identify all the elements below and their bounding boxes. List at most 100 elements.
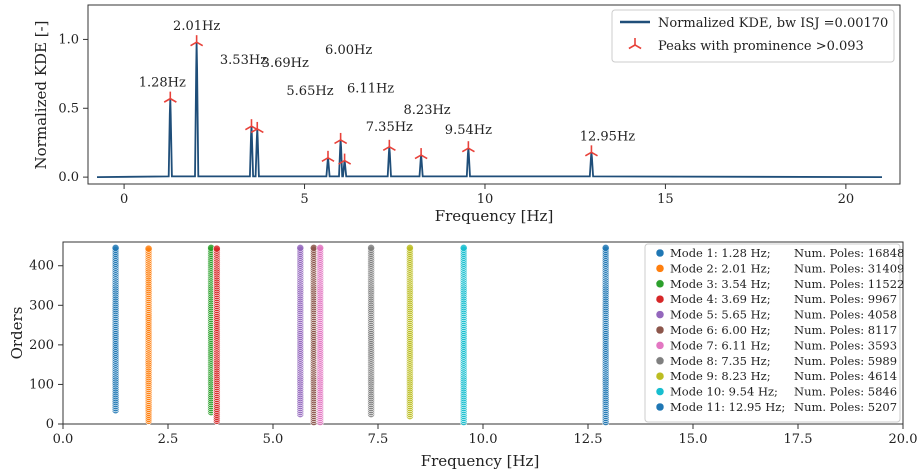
mode-series-points — [459, 243, 468, 426]
mode-series-points — [144, 244, 153, 425]
modes-legend-mode-label: Mode 3: 3.54 Hz; — [670, 277, 771, 291]
kde-x-tick-label: 0 — [120, 192, 128, 207]
kde-legend-label-kde: Normalized KDE, bw ISJ =0.00170 — [658, 16, 888, 31]
kde-x-tick-label: 10 — [477, 192, 494, 207]
kde-peak-label: 6.00Hz — [325, 43, 372, 58]
mode-series-points — [367, 243, 375, 418]
mode-point — [111, 243, 120, 252]
kde-peak-label: 3.53Hz — [220, 53, 267, 68]
mode-series-points — [601, 243, 610, 426]
kde-peak-marker — [250, 121, 264, 134]
kde-peak-markers — [163, 35, 598, 165]
kde-peak-marker — [321, 150, 335, 163]
mode-series-points — [111, 243, 120, 415]
modes-legend-swatch — [655, 387, 665, 396]
modes-x-axis-label: Frequency [Hz] — [421, 452, 540, 470]
kde-y-axis-label: Normalized KDE [-] — [32, 21, 50, 170]
modes-legend-poles-label: Num. Poles: 8117 — [794, 323, 897, 337]
kde-peak-marker — [163, 91, 177, 103]
kde-legend-label-peaks: Peaks with prominence >0.093 — [658, 39, 864, 54]
modes-x-tick-label: 7.5 — [368, 432, 389, 447]
mode-point — [316, 243, 325, 252]
kde-y-tick-label: 0.5 — [58, 101, 79, 116]
modes-scatter-points — [111, 243, 610, 426]
modes-legend-mode-label: Mode 9: 8.23 Hz; — [670, 369, 771, 383]
kde-peak-label: 3.69Hz — [262, 56, 309, 71]
modes-y-tick-label: 300 — [29, 298, 54, 313]
kde-legend-box — [611, 9, 895, 63]
modes-y-tick-label: 0 — [46, 417, 54, 432]
modes-legend-mode-label: Mode 6: 6.00 Hz; — [670, 323, 771, 337]
modes-legend-mode-label: Mode 4: 3.69 Hz; — [670, 292, 771, 306]
modes-legend-poles-label: Num. Poles: 4058 — [794, 308, 897, 322]
kde-peak-label: 9.54Hz — [445, 123, 492, 138]
modes-x-tick-label: 15.0 — [679, 432, 708, 447]
mode-point — [212, 244, 221, 253]
modes-legend-swatch — [655, 371, 665, 381]
modes-legend-poles-label: Num. Poles: 5846 — [794, 385, 897, 399]
kde-peak-marker — [382, 139, 396, 152]
mode-point — [405, 243, 414, 252]
mode-point — [601, 243, 610, 252]
kde-x-tick-label: 20 — [838, 192, 855, 207]
modes-legend-swatch — [655, 248, 665, 258]
modes-legend-poles-label: Num. Poles: 16848 — [794, 246, 904, 260]
kde-x-axis-label: Frequency [Hz] — [435, 207, 554, 225]
kde-y-ticks: 0.0 0.5 1.0 — [58, 32, 88, 185]
modes-legend-poles-label: Num. Poles: 11522 — [794, 277, 904, 291]
kde-peak-marker — [190, 35, 204, 47]
mode-point — [296, 243, 305, 252]
kde-x-ticks: 0 5 10 15 20 — [120, 184, 854, 207]
modes-x-tick-label: 20.0 — [889, 432, 917, 447]
modes-legend-swatch — [655, 341, 665, 350]
kde-x-tick-label: 15 — [657, 192, 674, 207]
modes-x-ticks: 0.0 2.5 5.0 7.5 10.0 12.5 15.0 17.5 20.0 — [53, 424, 917, 447]
kde-legend-peak-swatch — [628, 38, 642, 50]
modes-legend-poles-label: Num. Poles: 4614 — [794, 369, 897, 383]
modes-legend-mode-label: Mode 8: 7.35 Hz; — [670, 354, 771, 368]
modes-legend-swatch — [655, 325, 665, 335]
modes-x-tick-label: 2.5 — [158, 432, 179, 447]
modes-chart: 0.0 2.5 5.0 7.5 10.0 12.5 15.0 17.5 20.0 0 100 200… — [8, 241, 917, 470]
mode-point — [367, 243, 375, 252]
kde-peak-marker — [584, 145, 598, 157]
modes-legend-mode-label: Mode 11: 12.95 Hz; — [670, 400, 785, 414]
kde-peak-label: 8.23Hz — [404, 103, 451, 118]
modes-legend-poles-label: Num. Poles: 31409 — [794, 261, 904, 275]
kde-peak-marker — [338, 153, 352, 165]
modes-legend-poles-label: Num. Poles: 5989 — [794, 354, 897, 368]
modes-legend-swatch — [655, 310, 665, 319]
modes-legend-mode-label: Mode 2: 2.01 Hz; — [670, 261, 771, 275]
mode-point — [459, 243, 468, 252]
kde-peak-label: 5.65Hz — [286, 84, 333, 99]
kde-peak-label: 1.28Hz — [139, 76, 186, 91]
modes-legend-swatch — [655, 356, 665, 366]
modes-y-tick-label: 400 — [29, 259, 54, 274]
kde-x-tick-label: 5 — [300, 192, 308, 207]
kde-chart: 0 5 10 15 20 0.0 0.5 1.0 1.28Hz 2.01Hz 3.53Hz3.6… — [32, 4, 901, 225]
modes-legend-mode-label: Mode 5: 5.65 Hz; — [670, 308, 771, 322]
mode-series-points — [296, 243, 305, 418]
mode-point — [144, 244, 153, 253]
modes-legend: Mode 1: 1.28 Hz; Num. Poles: 16848 Mode 2:… — [644, 243, 904, 423]
modes-x-tick-label: 5.0 — [263, 432, 284, 447]
kde-peak-label: 7.35Hz — [366, 120, 413, 135]
modes-legend-swatch — [655, 294, 665, 304]
mode-series-points — [316, 243, 325, 426]
modes-legend-mode-label: Mode 7: 6.11 Hz; — [670, 338, 771, 352]
modes-legend-swatch — [655, 264, 665, 273]
mode-series-points — [405, 243, 414, 420]
kde-peak-label: 6.11Hz — [347, 82, 394, 97]
modes-y-tick-label: 200 — [29, 338, 54, 353]
modes-legend-poles-label: Num. Poles: 5207 — [794, 400, 897, 414]
modes-legend-swatch — [655, 402, 665, 412]
kde-legend: Normalized KDE, bw ISJ =0.00170 Peaks wi… — [611, 9, 895, 63]
modes-y-tick-label: 100 — [29, 377, 54, 392]
modes-legend-mode-label: Mode 1: 1.28 Hz; — [670, 246, 771, 260]
modes-legend-poles-label: Num. Poles: 9967 — [794, 292, 897, 306]
kde-y-tick-label: 1.0 — [58, 32, 79, 47]
modes-x-tick-label: 10.0 — [469, 432, 498, 447]
modes-y-axis-label: Orders — [8, 307, 26, 360]
